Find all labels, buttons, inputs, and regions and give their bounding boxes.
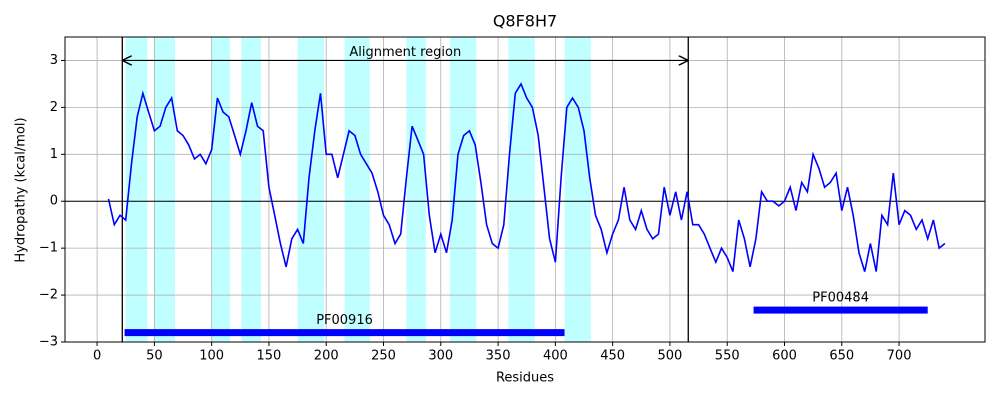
x-tick-label: 450 bbox=[600, 349, 625, 364]
y-tick-label: 1 bbox=[50, 147, 58, 162]
x-tick-label: 50 bbox=[146, 349, 163, 364]
y-tick-label: −1 bbox=[39, 241, 58, 256]
x-tick-label: 400 bbox=[543, 349, 568, 364]
y-tick-label: 2 bbox=[50, 100, 58, 115]
x-tick-label: 200 bbox=[314, 349, 339, 364]
y-tick-label: 0 bbox=[50, 194, 58, 209]
x-tick-label: 150 bbox=[257, 349, 282, 364]
domain-label: PF00916 bbox=[316, 313, 373, 328]
helix-span bbox=[241, 37, 261, 342]
helix-span bbox=[344, 37, 370, 342]
x-tick-label: 550 bbox=[715, 349, 740, 364]
helix-span bbox=[449, 37, 477, 342]
y-axis-label: Hydropathy (kcal/mol) bbox=[14, 117, 29, 262]
x-tick-label: 700 bbox=[887, 349, 912, 364]
domain-label: PF00484 bbox=[812, 291, 869, 306]
x-tick-label: 500 bbox=[658, 349, 683, 364]
helix-span bbox=[211, 37, 230, 342]
helix-span bbox=[125, 37, 148, 342]
hydropathy-line bbox=[107, 82, 946, 272]
x-tick-label: 0 bbox=[93, 349, 101, 364]
helix-span bbox=[154, 37, 175, 342]
plot-frame bbox=[64, 36, 986, 343]
y-tick-label: −2 bbox=[39, 288, 58, 303]
y-tick-label: 3 bbox=[50, 53, 58, 68]
domain-bar bbox=[124, 329, 565, 337]
domain-bar bbox=[753, 306, 928, 314]
x-tick-label: 350 bbox=[486, 349, 511, 364]
helix-span bbox=[508, 37, 535, 342]
x-tick-label: 250 bbox=[371, 349, 396, 364]
y-tick-label: −3 bbox=[39, 335, 58, 350]
helix-span bbox=[297, 37, 324, 342]
helix-span bbox=[406, 37, 426, 342]
x-tick-label: 600 bbox=[772, 349, 797, 364]
x-tick-label: 650 bbox=[829, 349, 854, 364]
x-axis-label: Residues bbox=[496, 371, 554, 386]
x-tick-label: 300 bbox=[428, 349, 453, 364]
region-label: Alignment region bbox=[349, 45, 461, 60]
chart-title: Q8F8H7 bbox=[493, 12, 557, 31]
helix-span bbox=[564, 37, 591, 342]
x-tick-label: 100 bbox=[199, 349, 224, 364]
